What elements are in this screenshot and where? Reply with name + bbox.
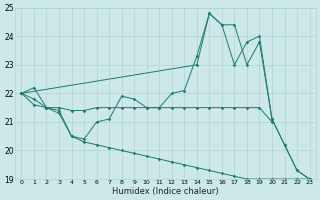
X-axis label: Humidex (Indice chaleur): Humidex (Indice chaleur) — [112, 187, 219, 196]
